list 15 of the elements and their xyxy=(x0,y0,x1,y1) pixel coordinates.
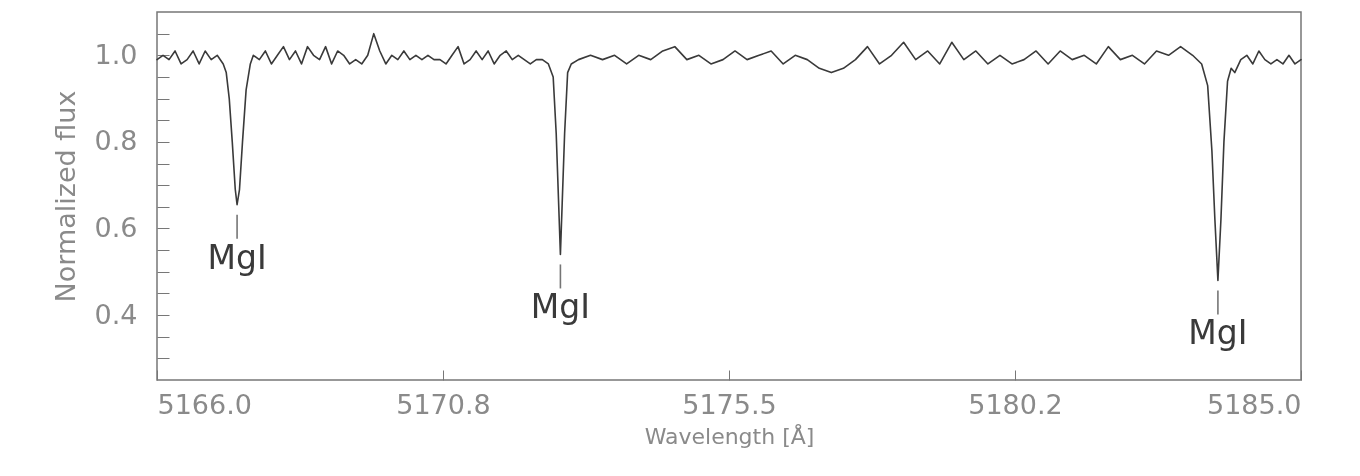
y-tick-label: 0.6 xyxy=(94,211,138,243)
x-tick-label: 5185.0 xyxy=(1207,388,1302,420)
y-tick-label: 0.8 xyxy=(94,125,138,157)
x-tick-label: 5170.8 xyxy=(396,388,491,420)
annotation: MgI xyxy=(1188,313,1248,353)
y-tick-label: 1.0 xyxy=(94,38,138,70)
x-tick-label: 5166.0 xyxy=(157,388,252,420)
x-tick-label: 5175.5 xyxy=(682,388,777,420)
y-axis-title: Normalized flux xyxy=(49,90,81,303)
x-tick-label: 5180.2 xyxy=(968,388,1063,420)
annotation: MgI xyxy=(530,287,590,327)
y-tick-label: 0.4 xyxy=(94,298,138,330)
annotation: MgI xyxy=(207,237,267,277)
x-axis-title: Wavelength [Å] xyxy=(644,422,815,449)
line-series xyxy=(156,32,1302,282)
